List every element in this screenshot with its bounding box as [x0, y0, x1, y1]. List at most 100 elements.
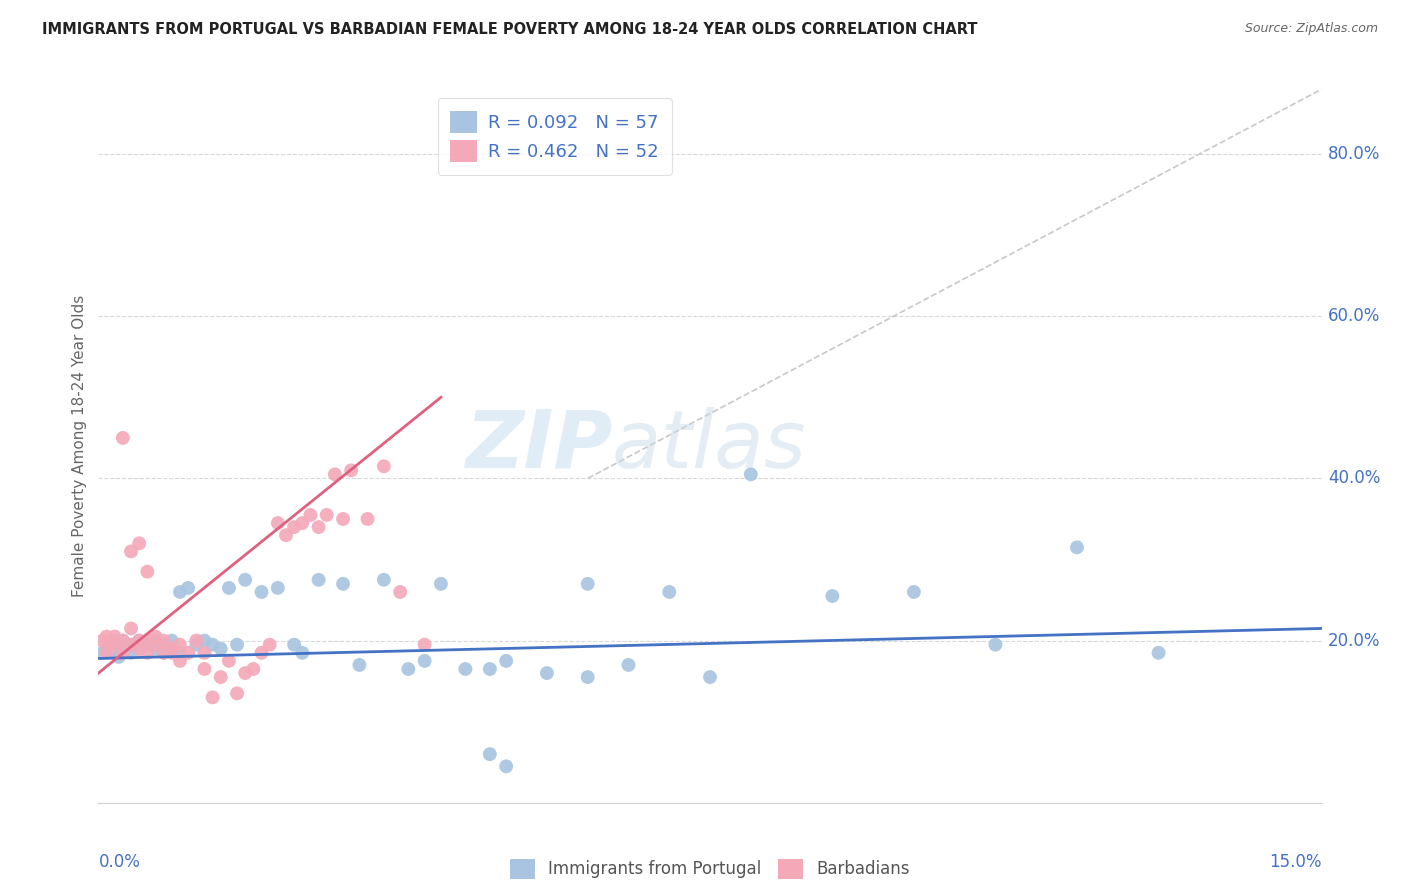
- Point: [100, 638, 122, 652]
- Point: [111, 633, 134, 648]
- Point: [332, 512, 354, 526]
- Point: [323, 467, 346, 482]
- Point: [104, 646, 127, 660]
- Point: [373, 573, 395, 587]
- Point: [169, 646, 191, 660]
- Point: [430, 577, 453, 591]
- Point: [111, 633, 134, 648]
- Point: [396, 662, 419, 676]
- Point: [283, 520, 305, 534]
- Point: [136, 565, 159, 579]
- Point: [226, 686, 249, 700]
- Point: [274, 528, 297, 542]
- Text: IMMIGRANTS FROM PORTUGAL VS BARBADIAN FEMALE POVERTY AMONG 18-24 YEAR OLDS CORRE: IMMIGRANTS FROM PORTUGAL VS BARBADIAN FE…: [42, 22, 977, 37]
- Point: [104, 633, 127, 648]
- Text: Source: ZipAtlas.com: Source: ZipAtlas.com: [1244, 22, 1378, 36]
- Text: ZIP: ZIP: [465, 407, 612, 485]
- Point: [152, 646, 174, 660]
- Point: [100, 638, 122, 652]
- Text: 15.0%: 15.0%: [1270, 853, 1322, 871]
- Point: [128, 536, 150, 550]
- Point: [373, 459, 395, 474]
- Y-axis label: Female Poverty Among 18-24 Year Olds: Female Poverty Among 18-24 Year Olds: [72, 295, 87, 597]
- Point: [169, 638, 191, 652]
- Point: [201, 690, 224, 705]
- Point: [111, 431, 134, 445]
- Point: [495, 759, 517, 773]
- Point: [413, 638, 436, 652]
- Point: [136, 638, 159, 652]
- Text: 80.0%: 80.0%: [1327, 145, 1381, 163]
- Point: [145, 633, 167, 648]
- Point: [250, 585, 273, 599]
- Point: [658, 585, 681, 599]
- Point: [160, 641, 183, 656]
- Point: [699, 670, 721, 684]
- Legend: Immigrants from Portugal, Barbadians: Immigrants from Portugal, Barbadians: [502, 850, 918, 888]
- Point: [108, 649, 131, 664]
- Point: [454, 662, 477, 676]
- Point: [291, 516, 314, 530]
- Point: [242, 662, 264, 676]
- Point: [104, 630, 127, 644]
- Point: [120, 638, 142, 652]
- Point: [193, 633, 215, 648]
- Point: [576, 577, 599, 591]
- Point: [169, 585, 191, 599]
- Point: [332, 577, 354, 591]
- Point: [267, 581, 290, 595]
- Point: [128, 633, 150, 648]
- Point: [218, 654, 240, 668]
- Point: [1147, 646, 1170, 660]
- Point: [160, 646, 183, 660]
- Point: [91, 646, 114, 660]
- Point: [740, 467, 762, 482]
- Point: [91, 633, 114, 648]
- Point: [128, 641, 150, 656]
- Point: [177, 646, 200, 660]
- Point: [349, 657, 371, 672]
- Point: [111, 646, 134, 660]
- Point: [120, 544, 142, 558]
- Point: [356, 512, 378, 526]
- Point: [315, 508, 337, 522]
- Point: [145, 641, 167, 656]
- Point: [128, 641, 150, 656]
- Point: [145, 638, 167, 652]
- Point: [136, 646, 159, 660]
- Text: 60.0%: 60.0%: [1327, 307, 1381, 326]
- Point: [340, 463, 363, 477]
- Point: [120, 646, 142, 660]
- Text: 40.0%: 40.0%: [1327, 469, 1381, 487]
- Point: [617, 657, 640, 672]
- Text: atlas: atlas: [612, 407, 807, 485]
- Point: [152, 646, 174, 660]
- Point: [160, 633, 183, 648]
- Point: [104, 638, 127, 652]
- Point: [259, 638, 281, 652]
- Point: [177, 581, 200, 595]
- Point: [413, 654, 436, 668]
- Point: [478, 747, 501, 761]
- Point: [291, 646, 314, 660]
- Point: [1066, 541, 1088, 555]
- Point: [283, 638, 305, 652]
- Point: [128, 633, 150, 648]
- Point: [308, 573, 330, 587]
- Point: [576, 670, 599, 684]
- Point: [120, 638, 142, 652]
- Point: [389, 585, 412, 599]
- Point: [233, 666, 256, 681]
- Point: [169, 654, 191, 668]
- Point: [984, 638, 1007, 652]
- Point: [111, 638, 134, 652]
- Point: [478, 662, 501, 676]
- Point: [96, 641, 118, 656]
- Point: [160, 641, 183, 656]
- Point: [495, 654, 517, 668]
- Point: [821, 589, 844, 603]
- Point: [209, 670, 232, 684]
- Point: [226, 638, 249, 652]
- Point: [233, 573, 256, 587]
- Point: [152, 633, 174, 648]
